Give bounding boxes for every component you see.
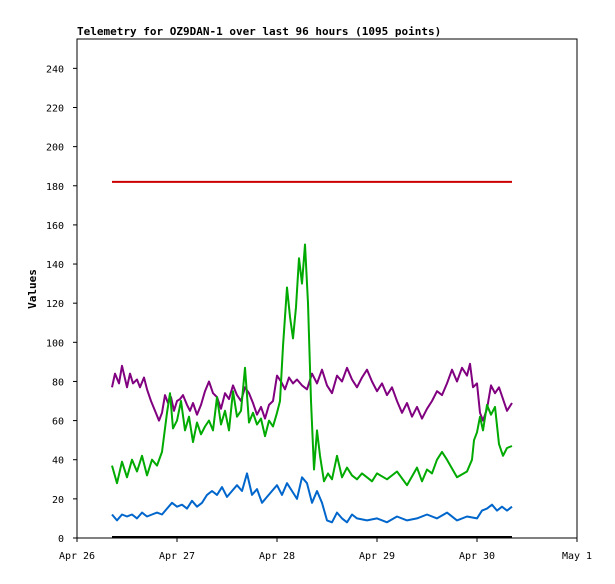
x-tick-label: Apr 28 — [259, 551, 295, 562]
y-tick-label: 20 — [52, 495, 64, 506]
x-axis: Apr 26 Apr 27 Apr 28 Apr 29 Apr 30 May 1 — [59, 538, 592, 562]
y-tick-label: 240 — [46, 64, 64, 75]
y-axis-label: Values — [26, 269, 39, 309]
series-layer — [111, 180, 513, 538]
x-tick-label: Apr 27 — [159, 551, 195, 562]
y-tick-label: 160 — [46, 221, 64, 232]
y-tick-label: 0 — [58, 534, 64, 545]
y-tick-label: 100 — [46, 338, 64, 349]
y-tick-label: 120 — [46, 299, 64, 310]
x-tick-label: May 1 — [562, 551, 592, 562]
y-axis: 0 20 40 60 80 100 120 140 160 180 200 220 240 — [46, 64, 77, 545]
y-tick-label: 40 — [52, 456, 64, 467]
y-tick-label: 60 — [52, 417, 64, 428]
x-tick-label: Apr 29 — [359, 551, 395, 562]
chart-title: Telemetry for OZ9DAN-1 over last 96 hour… — [77, 25, 441, 38]
x-tick-label: Apr 26 — [59, 551, 95, 562]
x-tick-label: Apr 30 — [459, 551, 495, 562]
y-tick-label: 180 — [46, 182, 64, 193]
series-line-4 — [111, 472, 513, 524]
plot-frame — [76, 38, 578, 539]
y-tick-label: 140 — [46, 260, 64, 271]
y-tick-label: 220 — [46, 103, 64, 114]
y-tick-label: 80 — [52, 377, 64, 388]
y-tick-label: 200 — [46, 143, 64, 154]
series-line-3 — [111, 243, 513, 487]
